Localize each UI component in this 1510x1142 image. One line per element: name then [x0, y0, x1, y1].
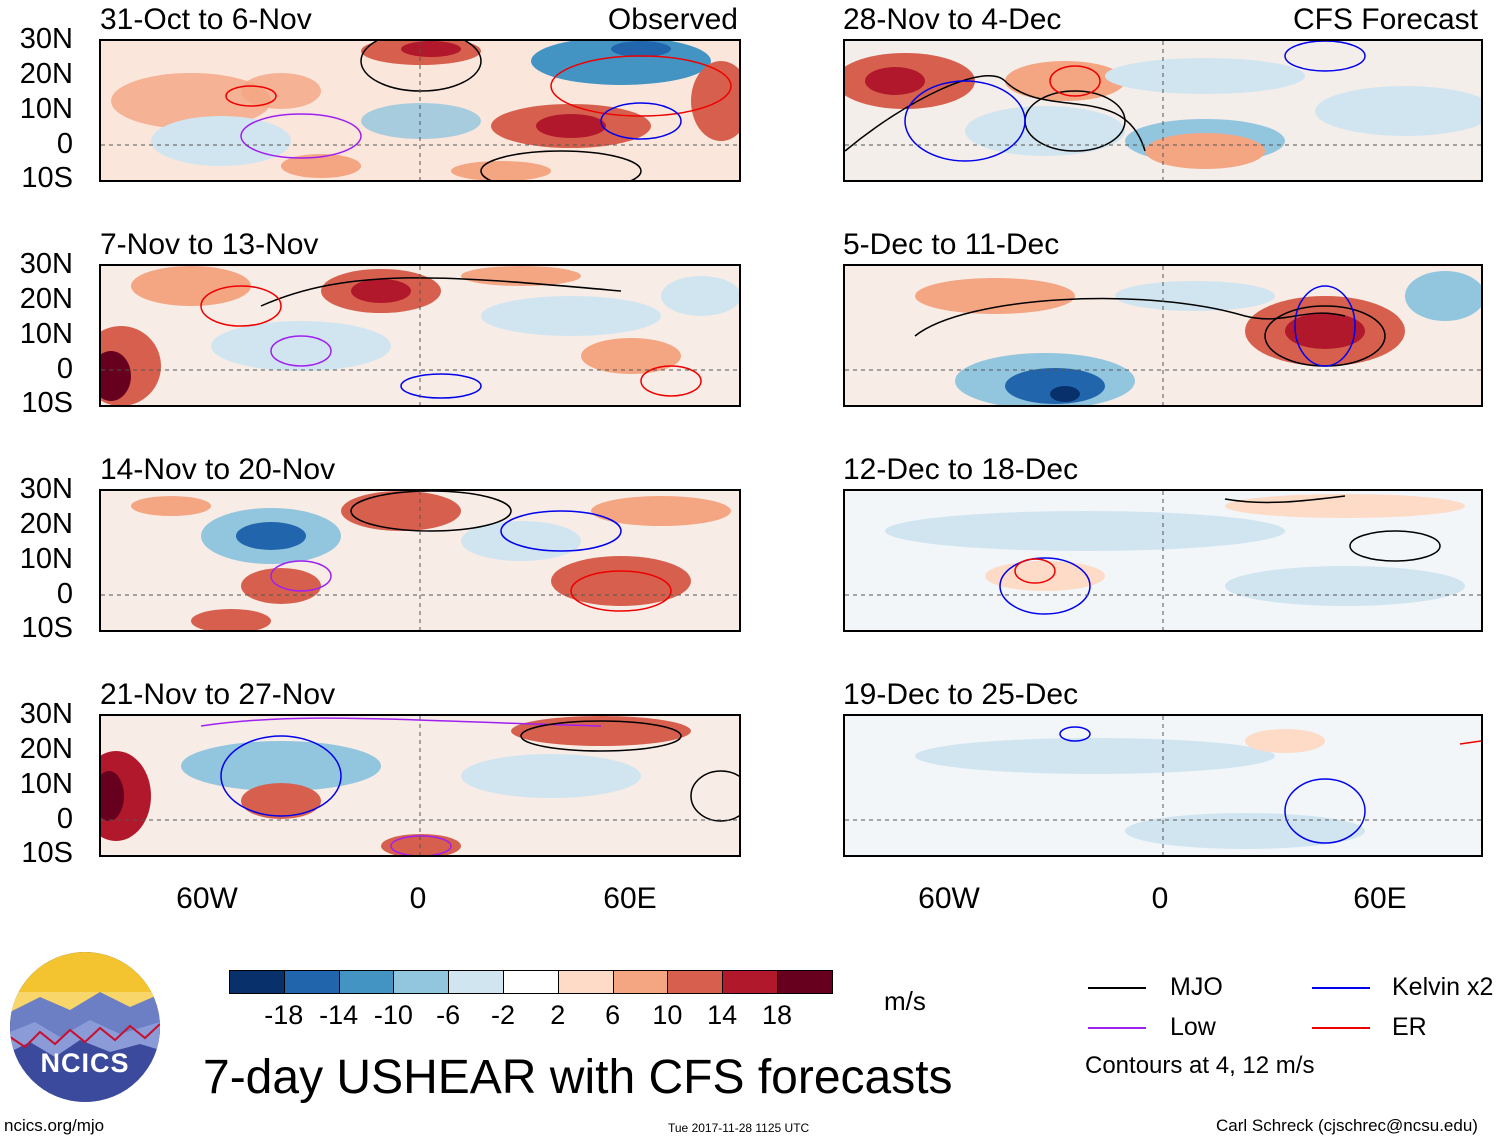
colorbar-swatch [612, 970, 669, 994]
legend-line-low [1088, 1027, 1146, 1029]
colorbar-label: 2 [550, 1000, 566, 1030]
lat-label-10s: 10S [21, 837, 73, 869]
colorbar-label: -6 [436, 1000, 461, 1030]
map-panel-fcst-1 [843, 39, 1483, 182]
colorbar-label: -18 [264, 1000, 304, 1030]
map-panel-fcst-4 [843, 714, 1483, 857]
panel-title-fcst-3: 12-Dec to 18-Dec [843, 453, 1079, 486]
lat-label-eq: 0 [56, 578, 73, 610]
map-panel-fcst-3 [843, 489, 1483, 632]
shear-map-obs-4 [101, 716, 739, 855]
ncics-logo: NCICS [10, 952, 160, 1102]
map-panel-obs-3 [99, 489, 741, 632]
colorbar-label: 6 [605, 1000, 621, 1030]
lat-label-30n: 30N [19, 698, 73, 730]
lat-label-20n: 20N [19, 283, 73, 315]
colorbar-label: -10 [373, 1000, 413, 1030]
lat-label-10s: 10S [21, 612, 73, 644]
panel-title-obs-4: 21-Nov to 27-Nov [100, 678, 336, 711]
shear-map-fcst-4 [845, 716, 1481, 855]
legend-note: Contours at 4, 12 m/s [1085, 1052, 1315, 1079]
legend-label-low: Low [1170, 1013, 1216, 1041]
colorbar-swatch [503, 970, 559, 994]
map-panel-obs-1 [99, 39, 741, 182]
shear-map-obs-3 [101, 491, 739, 630]
panel-title-obs-3: 14-Nov to 20-Nov [100, 453, 336, 486]
lon-label-60e-left: 60E [603, 882, 657, 915]
colorbar-label: 18 [761, 1000, 793, 1030]
ncics-logo-art [10, 952, 160, 1102]
lat-label-10n: 10N [19, 543, 73, 575]
figure-title: 7-day USHEAR with CFS forecasts [203, 1051, 953, 1104]
colorbar-swatch [393, 970, 450, 994]
lon-label-60w-left: 60W [176, 882, 238, 915]
shear-map-fcst-1 [845, 41, 1481, 180]
legend-label-kelvin: Kelvin x2 [1392, 973, 1494, 1001]
observed-tag: Observed [607, 3, 738, 36]
map-panel-obs-2 [99, 264, 741, 407]
shear-map-fcst-2 [845, 266, 1481, 405]
cfs-forecast-tag: CFS Forecast [1292, 3, 1478, 36]
lon-label-60w-right: 60W [918, 882, 980, 915]
lat-label-10s: 10S [21, 162, 73, 194]
colorbar-swatch [777, 970, 833, 994]
colorbar-swatch [338, 970, 395, 994]
colorbar-label: -14 [319, 1000, 359, 1030]
lon-label-0-left: 0 [409, 882, 427, 915]
lat-label-20n: 20N [19, 508, 73, 540]
colorbar-label: -2 [490, 1000, 515, 1030]
shear-map-obs-1 [101, 41, 739, 180]
panel-title-obs-1: 31-Oct to 6-Nov [100, 3, 312, 36]
lat-label-10n: 10N [19, 93, 73, 125]
panel-title-fcst-4: 19-Dec to 25-Dec [843, 678, 1079, 711]
ncics-logo-text: NCICS [40, 1048, 130, 1078]
lat-label-30n: 30N [19, 248, 73, 280]
footer-url: ncics.org/mjo [4, 1116, 105, 1135]
panel-title-fcst-1: 28-Nov to 4-Dec [843, 3, 1062, 36]
colorbar-swatch [283, 970, 340, 994]
lat-label-10s: 10S [21, 387, 73, 419]
lat-label-eq: 0 [56, 803, 73, 835]
lat-label-20n: 20N [19, 58, 73, 90]
units-label: m/s [884, 986, 926, 1016]
panel-title-obs-2: 7-Nov to 13-Nov [100, 228, 319, 261]
lat-label-eq: 0 [56, 128, 73, 160]
panel-title-fcst-2: 5-Dec to 11-Dec [843, 228, 1060, 261]
colorbar-swatch [448, 970, 504, 994]
legend-label-mjo: MJO [1170, 973, 1223, 1001]
colorbar-label: 14 [707, 1000, 738, 1030]
colorbar-swatch [229, 970, 285, 994]
lat-label-eq: 0 [56, 353, 73, 385]
legend-line-er [1312, 1027, 1370, 1029]
lat-label-10n: 10N [19, 768, 73, 800]
colorbar-swatch [557, 970, 614, 994]
lat-label-10n: 10N [19, 318, 73, 350]
lat-label-30n: 30N [19, 23, 73, 55]
legend-line-mjo [1088, 987, 1146, 989]
colorbar-label: 10 [652, 1000, 683, 1030]
shear-map-obs-2 [101, 266, 739, 405]
lat-label-20n: 20N [19, 733, 73, 765]
map-panel-obs-4 [99, 714, 741, 857]
legend-line-kelvin [1312, 987, 1370, 989]
map-panel-fcst-2 [843, 264, 1483, 407]
colorbar-swatch [722, 970, 778, 994]
shear-map-fcst-3 [845, 491, 1481, 630]
lon-label-0-right: 0 [1151, 882, 1169, 915]
lon-label-60e-right: 60E [1353, 882, 1407, 915]
colorbar-swatch [667, 970, 724, 994]
footer-author: Carl Schreck (cjschrec@ncsu.edu) [1216, 1116, 1478, 1135]
lat-label-30n: 30N [19, 473, 73, 505]
legend-label-er: ER [1392, 1013, 1427, 1041]
footer-timestamp: Tue 2017-11-28 1125 UTC [668, 1121, 810, 1135]
